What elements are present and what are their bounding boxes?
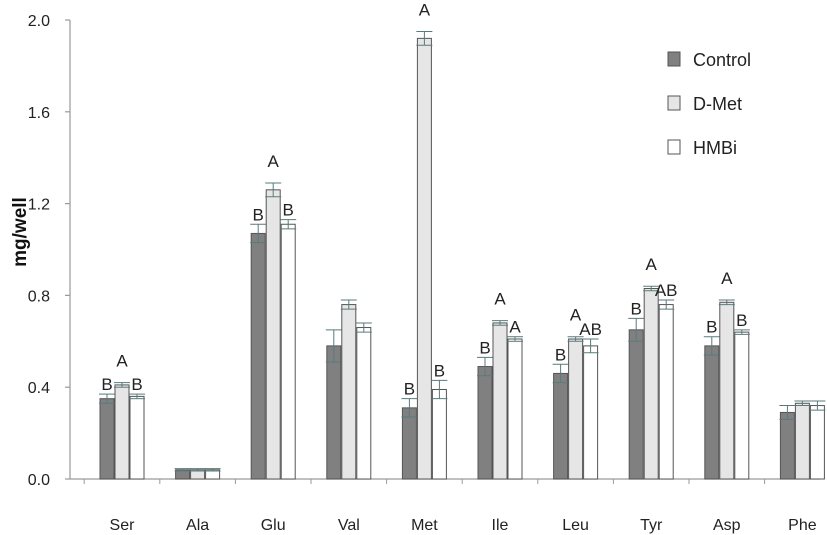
significance-letter: B (434, 361, 445, 380)
x-tick-label: Tyr (640, 517, 663, 534)
x-tick-label: Phe (788, 517, 817, 534)
legend-label: HMBi (693, 138, 737, 158)
x-tick-label: Met (411, 517, 438, 534)
significance-letter: A (268, 152, 280, 171)
bar-hmbi-leu (583, 345, 599, 480)
x-tick-label: Leu (562, 517, 589, 534)
significance-letter: A (509, 318, 521, 337)
significance-letter: AB (579, 320, 602, 339)
significance-letter: B (479, 338, 490, 357)
bar-hmbi-ser (129, 395, 145, 480)
bar-d-met-ile (492, 322, 508, 480)
legend-swatch (667, 95, 681, 111)
significance-letter: B (555, 345, 566, 364)
significance-letter: B (631, 299, 642, 318)
y-tick-label: 0.4 (28, 380, 50, 397)
bar-hmbi-ile (507, 338, 523, 480)
significance-letter: B (253, 205, 264, 224)
significance-letter: B (706, 318, 717, 337)
bar-control-tyr (628, 329, 644, 480)
x-tick-label: Asp (713, 517, 741, 534)
significance-letter: B (101, 375, 112, 394)
significance-letter: A (646, 255, 658, 274)
bar-control-asp (704, 345, 720, 480)
bar-d-met-val (341, 304, 357, 480)
bar-hmbi-val (356, 327, 372, 480)
x-tick-label: Ile (492, 517, 509, 534)
significance-letter: A (116, 352, 128, 371)
bar-control-met (401, 407, 417, 480)
bar-d-met-tyr (643, 288, 659, 480)
significance-letter: B (283, 201, 294, 220)
bar-control-val (326, 345, 342, 480)
y-tick-label: 1.6 (28, 105, 50, 122)
x-tick-label: Val (338, 517, 360, 534)
bar-hmbi-met (431, 388, 447, 480)
bar-d-met-leu (568, 338, 584, 480)
bar-hmbi-phe (809, 405, 825, 480)
x-tick-label: Glu (261, 517, 286, 534)
bar-hmbi-tyr (658, 304, 674, 480)
bar-hmbi-glu (280, 223, 296, 480)
bar-control-leu (553, 372, 569, 480)
bar-d-met-phe (794, 402, 810, 480)
legend-swatch (667, 51, 681, 67)
significance-letter: A (721, 269, 733, 288)
bar-hmbi-asp (734, 331, 750, 480)
legend-label: D-Met (693, 94, 742, 114)
significance-letter: A (570, 306, 582, 325)
significance-letter: B (131, 375, 142, 394)
bar-d-met-ser (114, 384, 130, 480)
significance-letter: B (736, 311, 747, 330)
y-tick-label: 0.8 (28, 288, 50, 305)
bar-d-met-glu (265, 189, 281, 480)
bar-control-phe (779, 411, 795, 480)
significance-letter: A (494, 290, 506, 309)
bar-control-glu (250, 232, 266, 480)
bar-d-met-met (416, 37, 432, 480)
significance-letter: A (419, 0, 431, 19)
y-tick-label: 0.0 (28, 472, 50, 489)
bar-d-met-asp (719, 301, 735, 480)
significance-letter: B (404, 380, 415, 399)
y-tick-label: 2.0 (28, 13, 50, 30)
legend-label: Control (693, 50, 751, 70)
bar-control-ile (477, 366, 493, 480)
significance-letter: AB (655, 281, 678, 300)
x-tick-label: Ala (186, 517, 209, 534)
legend-swatch (667, 139, 681, 155)
bar-control-ser (99, 398, 115, 480)
y-axis-label: mg/well (10, 197, 31, 267)
x-tick-label: Ser (110, 517, 136, 534)
y-tick-label: 1.2 (28, 197, 50, 214)
